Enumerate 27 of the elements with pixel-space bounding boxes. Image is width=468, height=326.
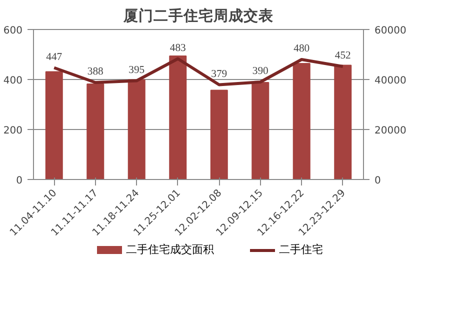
bar <box>45 71 63 180</box>
bar <box>292 63 310 180</box>
chart-title: 厦门二手住宅周成交表 <box>122 6 274 24</box>
bar <box>210 90 228 180</box>
y2-tick-label: 20000 <box>374 126 406 136</box>
bar <box>252 82 270 180</box>
y-tick-label: 600 <box>3 26 23 36</box>
data-label: 388 <box>87 66 104 78</box>
data-label: 452 <box>334 50 351 62</box>
data-label: 480 <box>294 44 310 54</box>
y-tick-label: 400 <box>3 76 23 86</box>
bar <box>86 84 104 180</box>
y2-tick-label: 40000 <box>374 76 406 86</box>
y2-tick-label: 0 <box>374 176 381 186</box>
bar <box>334 64 352 180</box>
legend-label: 二手住宅 <box>279 242 323 258</box>
y-tick-label: 200 <box>3 126 23 136</box>
legend-label: 二手住宅成交面积 <box>126 242 214 258</box>
data-label: 390 <box>252 66 268 77</box>
data-label: 379 <box>211 68 228 80</box>
y2-tick-label: 60000 <box>374 26 406 36</box>
data-label: 447 <box>46 52 63 63</box>
bar <box>128 79 146 180</box>
data-label: 483 <box>170 42 186 54</box>
data-label: 395 <box>128 64 145 76</box>
y-tick-label: 0 <box>16 176 23 186</box>
bar <box>169 56 187 180</box>
